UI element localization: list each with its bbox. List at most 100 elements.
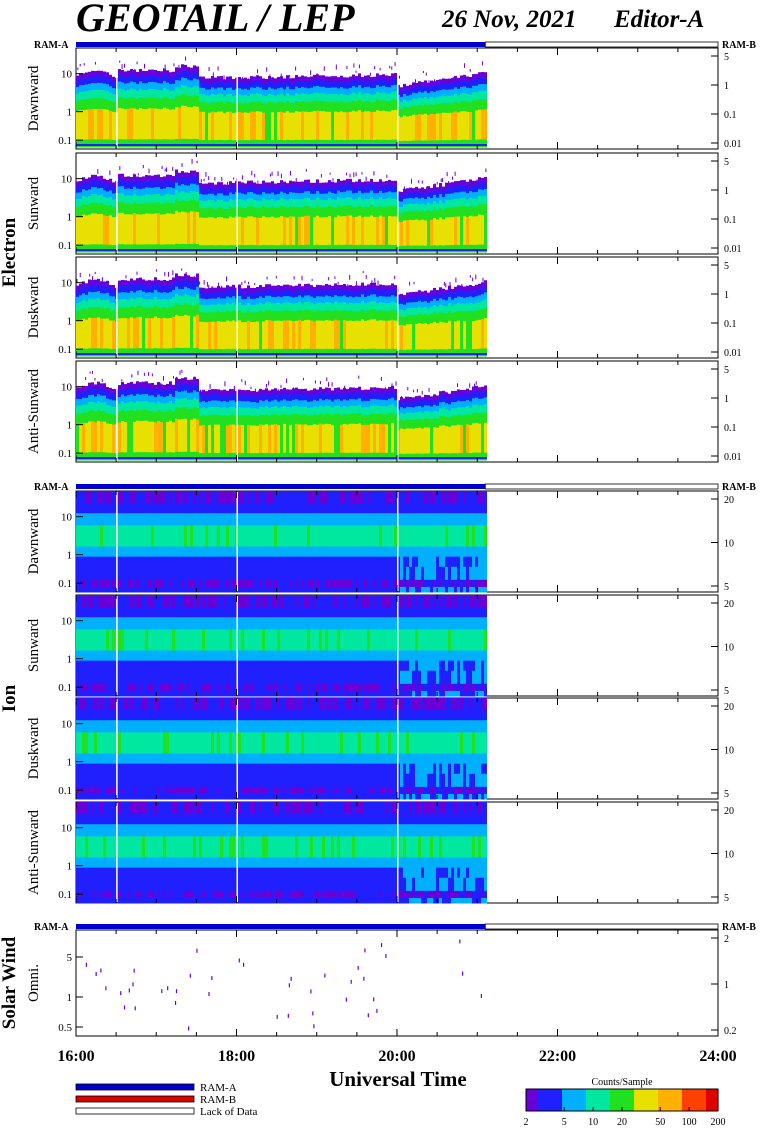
heatmap-cell [322,414,325,424]
heatmap-cell [145,348,148,356]
heatmap-cell [382,187,385,194]
heatmap-cell [439,194,442,201]
heatmap-cell [82,567,85,581]
heatmap-cell [379,144,382,146]
heatmap-cell [247,321,250,350]
heatmap-cell [238,394,241,401]
heatmap-cell [325,217,328,245]
heatmap-cell [223,401,226,408]
heatmap-cell [247,415,250,425]
heatmap-cell [238,186,241,193]
heatmap-cell [271,303,274,311]
heatmap-cell [226,195,229,202]
heatmap-cell [469,245,472,253]
heatmap-cell [138,173,139,175]
heatmap-cell [253,245,256,252]
heatmap-cell [205,313,208,323]
heatmap-cell [451,353,454,355]
heatmap-cell [139,402,142,411]
heatmap-cell [130,89,133,98]
heatmap-cell [306,169,307,172]
heatmap-cell [421,302,424,308]
heatmap-cell [181,249,184,251]
heatmap-cell [277,395,280,402]
heatmap-cell [343,82,346,89]
heatmap-cell [271,415,274,425]
heatmap-cell [184,244,187,252]
heatmap-cell [145,98,148,109]
heatmap-cell [148,285,151,292]
heatmap-cell [76,76,79,81]
heatmap-cell [187,281,190,289]
heatmap-cell [340,285,343,290]
heatmap-cell [316,296,319,303]
heatmap-cell [82,423,85,453]
heatmap-cell [379,302,382,310]
heatmap-cell [157,98,160,109]
heatmap-cell [109,249,112,251]
heatmap-cell [172,167,173,171]
heatmap-cell [100,203,103,214]
y-tick-label: 0.1 [58,344,72,356]
heatmap-cell [226,185,229,190]
heatmap-cell [79,580,82,588]
heatmap-cell [229,102,232,112]
heatmap-cell [169,84,172,91]
heatmap-cell [169,292,172,299]
heatmap-cell [268,320,271,349]
heatmap-cell [439,113,442,141]
heatmap-cell [412,308,415,316]
heatmap-cell [319,387,322,393]
heatmap-cell [271,286,274,291]
heatmap-cell [439,218,442,246]
heatmap-cell [127,452,130,460]
heatmap-cell [451,249,454,251]
heatmap-cell [139,452,142,460]
heatmap-cell [130,298,133,307]
heatmap-cell [187,420,190,452]
heatmap-cell [322,217,325,245]
heatmap-cell [142,307,145,318]
heatmap-cell [437,182,438,185]
heatmap-cell [175,383,178,391]
heatmap-cell [262,144,265,146]
heatmap-cell [391,92,394,101]
heatmap-cell [204,280,205,285]
heatmap-cell [112,513,115,526]
heatmap-cell [328,453,331,461]
heatmap-cell [205,408,208,416]
heatmap-cell [373,217,376,246]
heatmap-cell [400,87,403,92]
heatmap-cell [442,425,445,453]
heatmap-cell [172,99,175,110]
heatmap-cell [157,175,160,181]
heatmap-cell [109,399,112,406]
heatmap-cell [475,285,478,290]
heatmap-cell [195,170,196,174]
heatmap-cell [238,102,241,112]
heatmap-cell [325,414,328,425]
heatmap-cell [238,77,241,82]
heatmap-cell [484,77,487,84]
heatmap-cell [277,140,280,147]
heatmap-cell [79,100,82,111]
heatmap-cell [325,406,328,414]
heatmap-cell [88,503,91,514]
heatmap-cell [445,306,448,314]
heatmap-cell [152,373,153,376]
heatmap-cell [355,388,358,394]
heatmap-cell [469,353,472,355]
heatmap-cell [304,144,307,146]
heatmap-cell [184,85,187,95]
heatmap-cell [475,111,478,141]
heatmap-cell [475,296,478,303]
heatmap-cell [211,305,214,313]
heatmap-cell [172,290,175,298]
heatmap-cell [388,102,391,112]
heatmap-cell [349,311,352,321]
heatmap-cell [406,86,409,91]
heatmap-cell [241,293,244,300]
heatmap-cell [382,249,385,251]
heatmap-cell [340,303,343,311]
heatmap-cell [145,180,148,187]
